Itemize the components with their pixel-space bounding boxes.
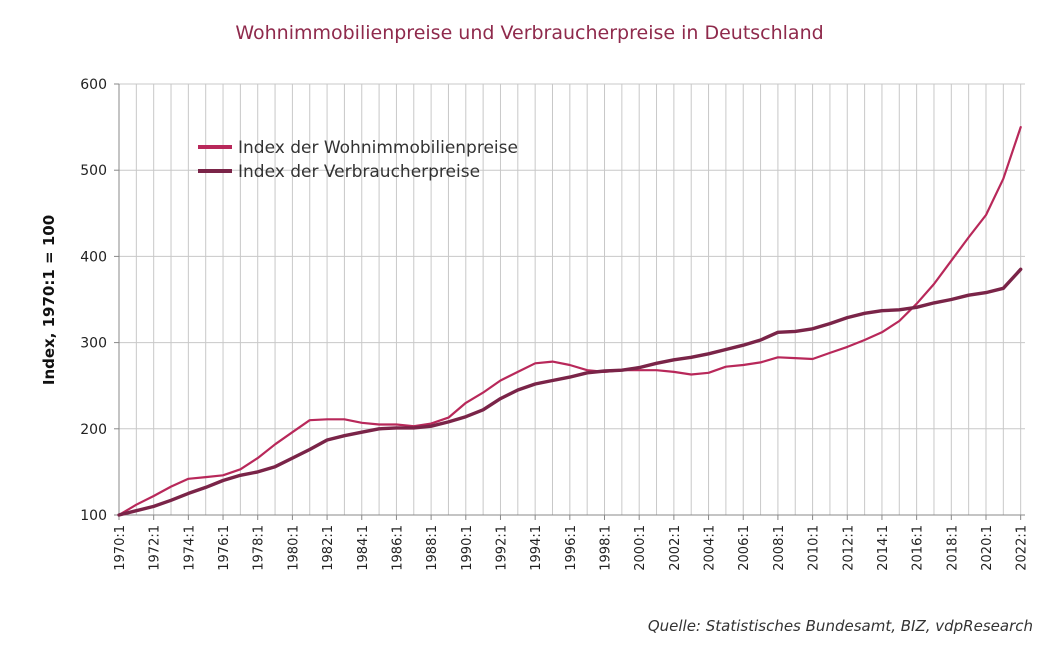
x-tick-label: 2014:1 [876,525,891,571]
x-tick-label: 1982:1 [321,525,336,571]
x-tick-label: 1978:1 [252,525,267,571]
x-tick-label: 2002:1 [668,525,683,571]
y-tick-label: 200 [80,422,107,438]
x-tick-label: 2006:1 [737,525,752,571]
grid-layer [118,83,1025,516]
x-tick-label: 2022:1 [1015,525,1030,571]
x-tick-label: 2010:1 [807,525,822,571]
x-tick-label: 2018:1 [945,525,960,571]
x-tick-label: 2000:1 [633,525,648,571]
chart-title: Wohnimmobilienpreise und Verbraucherprei… [235,22,824,44]
y-tick-label: 600 [80,77,107,93]
x-tick-label: 2008:1 [772,525,787,571]
x-tick-label: 1970:1 [113,525,128,571]
x-tick-label: 1990:1 [460,525,475,571]
x-tick-label: 1996:1 [564,525,579,571]
y-axis-label: Index, 1970:1 = 100 [40,215,58,385]
x-tick-label: 1988:1 [425,525,440,571]
legend-label-0: Index der Wohnimmobilienpreise [238,138,518,158]
x-tick-label: 2020:1 [980,525,995,571]
y-tick-label: 500 [80,163,107,179]
x-tick-label: 1974:1 [182,525,197,571]
x-tick-label: 2004:1 [703,525,718,571]
y-tick-label: 100 [80,508,107,524]
x-tick-label: 1986:1 [390,525,405,571]
x-tick-label: 1972:1 [148,525,163,571]
x-tick-label: 1994:1 [529,525,544,571]
source-note: Quelle: Statistisches Bundesamt, BIZ, vd… [647,617,1033,635]
x-tick-label: 2012:1 [841,525,856,571]
legend: Index der Wohnimmobilienpreise Index der … [198,138,518,182]
x-tick-label: 1984:1 [356,525,371,571]
y-tick-label: 400 [80,249,107,265]
legend-label-1: Index der Verbraucherpreise [238,162,480,182]
y-tick-label: 300 [80,336,107,352]
series-line-0 [117,126,1022,517]
series-line-1 [117,267,1023,517]
x-tick-label: 1980:1 [286,525,301,571]
x-tick-label: 1992:1 [494,525,509,571]
axis-layer: 100 200 300 400 500 600 1970:1 1972:1 1974:1 1976… [80,77,1029,571]
x-tick-label: 2016:1 [911,525,926,571]
series-layer [117,126,1023,517]
x-tick-label: 1998:1 [599,525,614,571]
x-tick-label: 1976:1 [217,525,232,571]
